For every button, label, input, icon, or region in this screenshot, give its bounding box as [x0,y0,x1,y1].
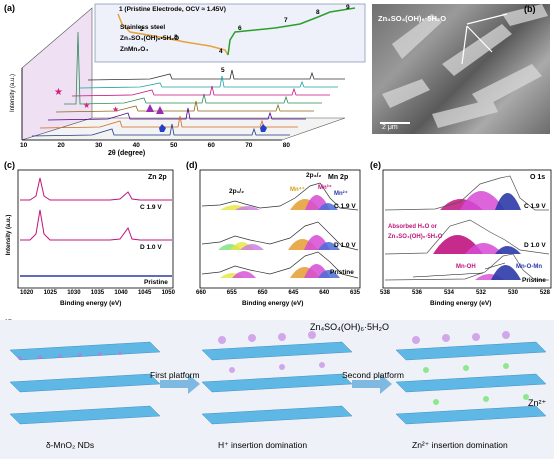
panel-a-ylabel: Intensity (a.u.) [10,74,16,113]
panel-c-xtick: 1020 [20,290,34,296]
panel-b-label: (b) [524,4,536,14]
panel-a-label: (a) [4,3,15,13]
panel-e-annot-mnoh: Mn-OH [456,264,476,270]
sem-scalebar-label: 2 μm [382,124,398,131]
panel-e-xtick: 530 [507,290,518,296]
panel-d-xlabel: Binding energy (eV) [242,300,304,307]
inset-point-4: 4 [219,48,223,55]
panel-e-xtick: 536 [411,290,422,296]
sem-label: Zn₄SO₄(OH)₆·5H₂O [378,14,447,23]
panel-d-curve-c: C 1.9 V [334,203,356,210]
panel-c-curve-pristine: Pristine [144,279,168,286]
panel-d-curve-pristine: Pristine [330,269,354,276]
panel-c-xtick: 1025 [43,290,57,296]
svg-text:★: ★ [112,105,119,114]
panel-d-label: (d) [186,160,198,170]
panel-c-xlabel: Binding energy (eV) [60,300,122,307]
panel-d-xtick: 645 [288,290,299,296]
panel-d-xtick: 655 [226,290,237,296]
panel-c-curve-c: C 1.9 V [140,204,162,211]
inset-title: 1 (Pristine Electrode, OCV ≈ 1.45V) [119,6,226,13]
panel-d-xtick: 640 [319,290,330,296]
zso-label: Zn₄SO₄(OH)₆·5H₂O [310,322,389,332]
caption-h-insertion: H⁺ insertion domination [218,440,308,450]
panel-a-xticks: 10 20 30 40 50 60 70 80 [20,142,290,149]
panel-e-chart [382,169,552,289]
panel-c-label: (c) [4,160,15,170]
panel-c-chart [17,169,174,289]
panel-f-schematic [0,320,554,459]
svg-text:★: ★ [83,101,90,110]
panel-e-curve-d: D 1.0 V [524,242,546,249]
panel-e-annot-mnomn: Mn-O-Mn [516,264,542,270]
panel-e-annot-water: Absorbed H₂O or [388,224,438,230]
inset-point-7: 7 [284,17,288,24]
panel-c-xtick: 1030 [67,290,81,296]
caption-zn-insertion: Zn²⁺ insertion domination [412,440,508,450]
panel-a-figure: ★ ★ ★ ★ [21,3,366,141]
second-platform-label: Second platform [342,370,404,380]
panel-e-title: O 1s [530,174,546,181]
panel-e-curve-pristine: Pristine [522,277,546,284]
panel-d-title: Mn 2p [328,174,349,181]
panel-a-xtick: 30 [95,142,103,149]
panel-e-xticks: 538 536 534 532 530 528 [380,290,550,296]
panel-d-chart [199,169,361,289]
legend-stainless: Stainless steel [120,24,166,31]
panel-d-xtick: 650 [257,290,268,296]
panel-e-xtick: 532 [475,290,486,296]
panel-e-label: (e) [370,160,381,170]
panel-e-curve-c: C 1.9 V [524,203,546,210]
panel-c-title: Zn 2p [148,174,167,181]
panel-e-xtick: 534 [443,290,454,296]
panel-e-xtick: 528 [539,290,550,296]
panel-e-xtick: 538 [380,290,391,296]
panel-c-curve-d: D 1.0 V [140,244,162,251]
panel-d-peak-2p32: 2p₃/₂ [306,172,322,179]
panel-c-xtick: 1045 [137,290,152,296]
panel-d-xtick: 660 [196,290,207,296]
panel-a-xtick: 50 [170,142,178,149]
panel-a-xtick: 10 [20,142,28,149]
svg-text:★: ★ [54,87,63,98]
inset-point-8: 8 [316,9,320,16]
panel-c-xtick: 1035 [90,290,105,296]
panel-c-xtick: 1040 [114,290,128,296]
inset-point-9: 9 [346,4,350,11]
panel-a-xtick: 80 [282,142,290,149]
legend-zso: Zn₄SO₄(OH)₆•5H₂O [120,35,180,42]
inset-point-5: 5 [221,67,225,74]
panel-d-mn3: Mn³⁺ [318,185,332,191]
panel-e-annot-zso: Zn₄SO₄(OH)₆·5H₂O [388,234,443,240]
panel-c-ylabel: Intensity (a.u.) [6,214,12,256]
panel-d-xtick: 635 [349,290,360,296]
panel-e-xlabel: Binding energy (eV) [430,300,492,307]
first-platform-label: First platform [150,370,200,380]
panel-c-xtick: 1050 [161,290,175,296]
inset-point-6: 6 [238,25,242,32]
panel-a-xtick: 40 [132,142,140,149]
legend-znmn2o4: ZnMn₂O₄ [120,46,149,53]
inset-point-3: 3 [174,34,178,41]
panel-d-peak-2p12: 2p₁/₂ [229,188,244,195]
panel-a-xtick: 20 [57,142,65,149]
zn-ion-label: Zn²⁺ [528,398,547,408]
panel-a-xtick: 70 [245,142,253,149]
sem-image [372,4,550,134]
panel-a-xlabel: 2θ (degree) [108,150,146,157]
panel-d-curve-d: D 1.0 V [334,242,356,249]
panel-d-xticks: 660 655 650 645 640 635 [196,290,360,296]
panel-c-xticks: 1020 1025 1030 1035 1040 1045 1050 [20,290,175,296]
panel-d-mn4: Mn⁴⁺ [290,187,305,193]
panel-d-mn2: Mn²⁺ [334,191,348,197]
inset-point-2: 2 [140,26,144,33]
panel-a-xtick: 60 [207,142,215,149]
caption-mno2: δ-MnO₂ NDs [46,440,95,450]
